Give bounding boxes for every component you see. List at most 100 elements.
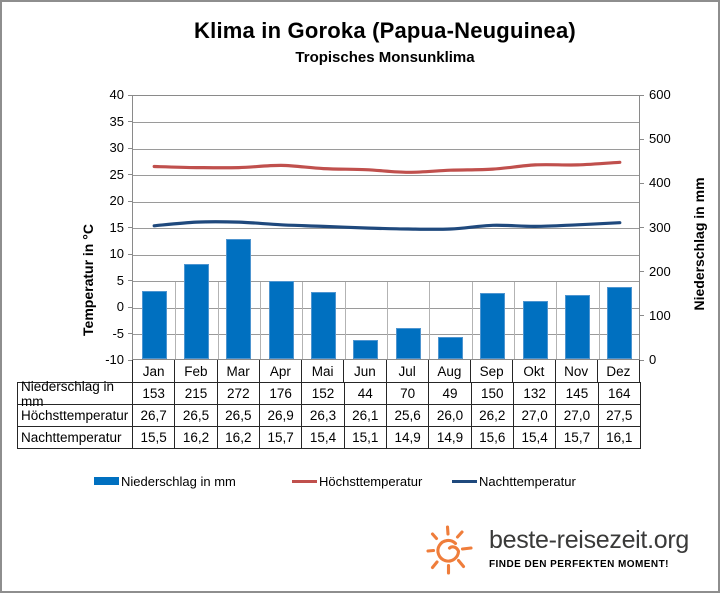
category-separator-line — [387, 281, 388, 359]
table-row-label: Niederschlag in mm — [18, 379, 133, 409]
night-temperature-swatch — [452, 479, 477, 483]
table-cell: 25,6 — [387, 405, 430, 426]
month-label: Apr — [260, 360, 302, 382]
precipitation-swatch — [94, 477, 119, 485]
right-axis-tick — [640, 94, 644, 96]
right-axis-tick — [640, 359, 644, 361]
table-cell: 27,0 — [514, 405, 557, 426]
grid-line — [133, 148, 639, 150]
left-axis-tick-label: -5 — [112, 325, 124, 341]
precipitation-bar — [353, 340, 379, 359]
category-separator-line — [598, 281, 600, 359]
table-cell: 215 — [175, 383, 218, 404]
grid-line — [133, 281, 639, 282]
table-row: Höchsttemperatur 26,7 26,5 26,5 26,9 26,3 26,1… — [18, 405, 641, 427]
chart-subtitle: Tropisches Monsunklima — [295, 49, 475, 66]
right-axis-tick-label: 400 — [649, 175, 671, 191]
table-cell: 150 — [472, 383, 514, 404]
left-axis-tick-label: 40 — [109, 87, 124, 102]
table-cell: 132 — [514, 383, 557, 404]
sun-icon — [426, 525, 473, 575]
table-cell: 26,5 — [175, 405, 218, 426]
grid-line — [133, 122, 639, 123]
table-cell: 26,3 — [302, 405, 345, 426]
table-row: Nachttemperatur 15,5 16,2 16,2 15,7 15,4 15,1 1… — [18, 427, 641, 449]
left-axis-tick — [128, 147, 132, 149]
precipitation-bar — [268, 281, 294, 359]
left-axis-tick — [128, 253, 132, 255]
brand-slogan: FINDE DEN PERFEKTEN MOMENT! — [489, 559, 669, 570]
table-cell: 15,7 — [556, 427, 599, 448]
month-label: Okt — [513, 360, 556, 382]
precipitation-bar — [395, 328, 421, 359]
legend-label: Niederschlag in mm — [121, 473, 236, 489]
table-cell: 27,5 — [599, 405, 641, 426]
table-row-label: Nachttemperatur — [18, 427, 133, 448]
right-axis-tick-label: 600 — [649, 87, 671, 102]
right-axis-tick — [640, 271, 644, 273]
precipitation-bar — [226, 239, 252, 359]
table-cell: 70 — [387, 383, 430, 404]
left-axis-tick-label: 5 — [116, 272, 124, 288]
precipitation-bar — [311, 292, 336, 359]
table-cell: 153 — [133, 383, 176, 404]
precipitation-bar — [184, 264, 209, 359]
left-axis-tick — [128, 359, 132, 361]
table-cell: 15,4 — [514, 427, 557, 448]
grid-line — [133, 228, 639, 229]
table-cell: 16,1 — [599, 427, 641, 448]
chart-title: Klima in Goroka (Papua-Neuguinea) — [194, 18, 576, 43]
left-axis-tick — [128, 227, 132, 228]
right-axis-tick-label: 100 — [649, 307, 671, 323]
table-cell: 272 — [218, 383, 260, 404]
category-separator-line — [429, 281, 431, 359]
table-cell: 16,2 — [218, 427, 260, 448]
table-cell: 26,7 — [133, 405, 176, 426]
day-temperature-swatch — [292, 479, 317, 483]
left-axis-tick-label: 20 — [109, 193, 124, 208]
table-cell: 27,0 — [556, 405, 599, 426]
table-cell: 26,9 — [260, 405, 303, 426]
month-label: Sep — [471, 360, 514, 382]
precipitation-bar — [565, 295, 590, 359]
day-temperature-line — [152, 160, 622, 174]
legend-label: Nachttemperatur — [479, 473, 576, 489]
month-label: Jan — [133, 360, 176, 382]
precipitation-bar — [141, 291, 167, 359]
category-separator-line — [302, 281, 304, 359]
table-cell: 15,1 — [345, 427, 387, 448]
right-axis-tick — [640, 227, 644, 228]
left-axis-tick — [128, 280, 132, 281]
table-cell: 44 — [345, 383, 387, 404]
right-axis-tick-label: 200 — [649, 263, 671, 279]
legend-item-day-temperature: Höchsttemperatur — [292, 473, 422, 489]
table-cell: 49 — [429, 383, 472, 404]
left-axis-tick-label: 15 — [109, 219, 124, 235]
left-axis-tick — [128, 94, 132, 96]
legend-item-precipitation: Niederschlag in mm — [94, 473, 236, 489]
month-axis-row: Jan Feb Mar Apr Mai Jun Jul Aug Sep Okt Nov Dez — [132, 360, 640, 382]
month-label: Feb — [175, 360, 218, 382]
table-cell: 15,5 — [133, 427, 176, 448]
month-label: Jul — [387, 360, 429, 382]
data-table: Niederschlag in mm 153 215 272 176 152 44 70 49 1… — [17, 379, 641, 449]
legend-label: Höchsttemperatur — [319, 473, 423, 489]
left-axis-tick-label: 35 — [109, 113, 124, 129]
month-label: Aug — [429, 360, 471, 382]
month-label: Mai — [302, 360, 345, 382]
right-axis-tick — [640, 138, 644, 140]
table-cell: 152 — [302, 383, 345, 404]
right-axis-tick-label: 300 — [649, 219, 671, 235]
table-cell: 15,6 — [472, 427, 514, 448]
left-axis-tick — [128, 333, 132, 334]
month-label: Mar — [218, 360, 260, 382]
category-separator-line — [471, 281, 473, 359]
table-row: Niederschlag in mm 153 215 272 176 152 44 70 49 1… — [18, 379, 641, 409]
table-row-values: 153 215 272 176 152 44 70 49 150 132 145 164 — [133, 383, 641, 404]
grid-line — [133, 254, 639, 256]
category-separator-line — [556, 281, 558, 359]
table-cell: 26,1 — [345, 405, 387, 426]
right-axis-tick-label: 500 — [649, 131, 671, 147]
month-label: Nov — [556, 360, 598, 382]
